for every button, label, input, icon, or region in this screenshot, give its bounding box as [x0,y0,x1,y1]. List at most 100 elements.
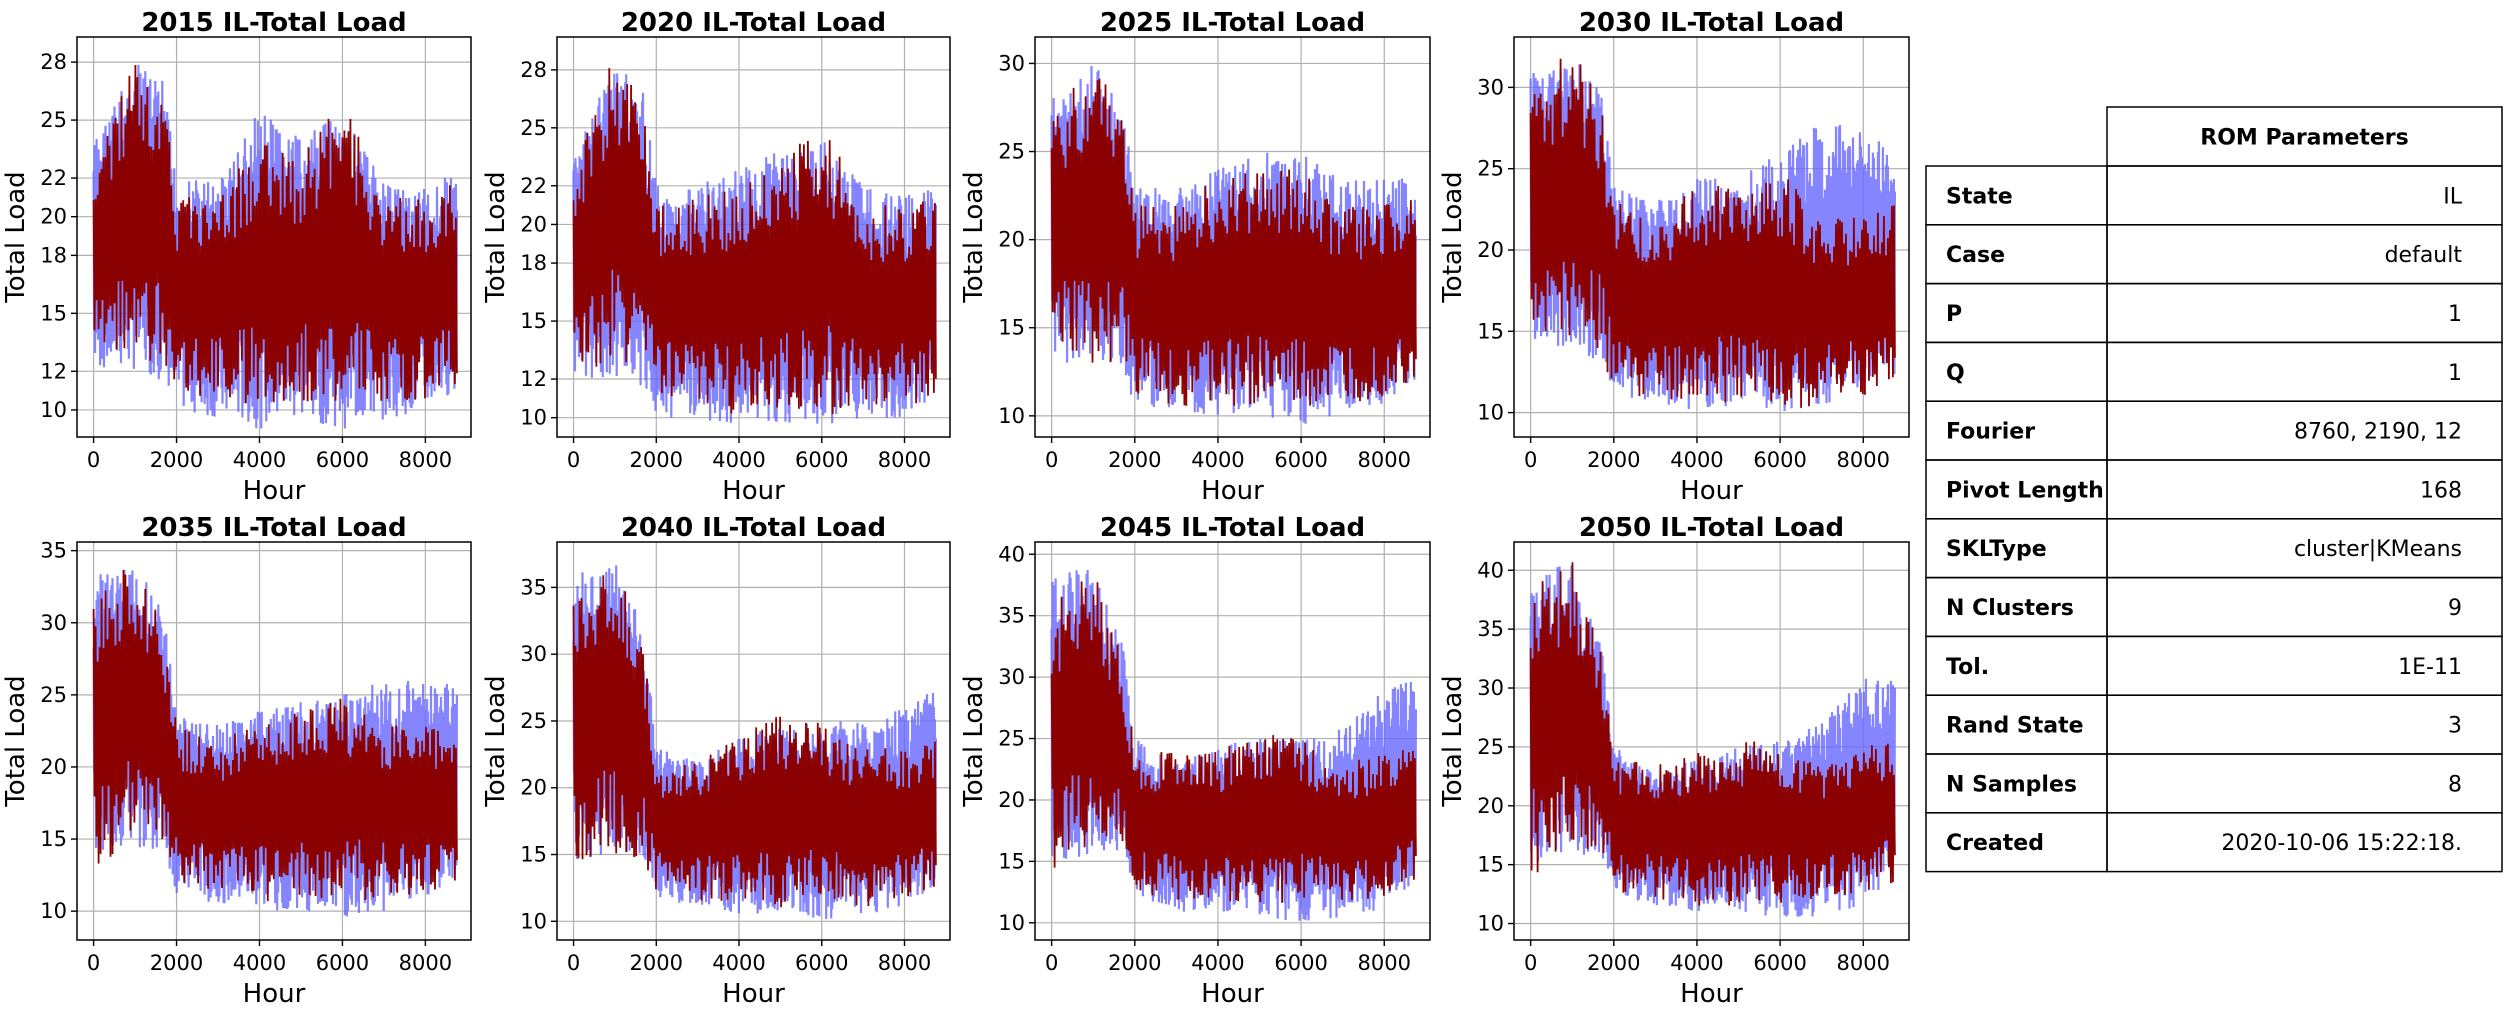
table-row-value: IL [2443,184,2462,209]
table-row-value: 2020-10-06 15:22:18. [2221,831,2462,856]
x-tick-label: 8000 [878,448,931,472]
y-tick-label: 35 [520,575,547,599]
table-row-value: default [2385,243,2463,268]
table-row: Pivot Length 168 [1925,459,2503,520]
sample-series-line [92,64,458,404]
y-tick-label: 30 [998,51,1025,75]
table-row: Rand State 3 [1925,694,2503,755]
y-tick-label: 10 [520,909,547,933]
table-row-key: P [1946,302,1962,327]
table-row-value: cluster|KMeans [2294,537,2462,562]
table-row: Case default [1925,224,2503,285]
x-tick-label: 6000 [1274,951,1327,975]
y-axis-label: Total Load [959,675,989,807]
sample-series-line [572,68,937,415]
x-axis-label: Hour [722,476,785,506]
y-tick-label: 30 [1477,676,1504,700]
y-tick-label: 15 [40,301,67,325]
table-row: State IL [1925,165,2503,226]
y-tick-label: 20 [520,776,547,800]
x-tick-label: 6000 [1753,448,1806,472]
chart-panel-4: 0 2000 4000 6000 8000 10 15 20 25 30 35 2035 IL-Tot… [1,513,472,1009]
y-tick-label: 18 [40,243,67,267]
chart-panel-1: 0 2000 4000 6000 8000 10 12 15 18 20 22 25 28 2020 IL… [481,8,951,506]
y-tick-label: 15 [998,316,1025,340]
table-row: Created 2020-10-06 15:22:18. [1925,812,2503,873]
y-axis-label: Total Load [1,171,31,303]
table-row-key: SKLType [1946,537,2047,562]
y-tick-label: 25 [1477,735,1504,759]
y-axis-label: Total Load [1438,171,1468,303]
y-tick-label: 10 [520,406,547,430]
sample-series-line [1050,78,1417,406]
table-row: Fourier 8760, 2190, 12 [1925,400,2503,461]
x-tick-label: 8000 [399,448,452,472]
table-row-key: N Samples [1946,772,2077,797]
table-row-key: N Clusters [1946,596,2074,621]
y-tick-label: 10 [40,398,67,422]
y-tick-label: 10 [1477,912,1504,936]
table-value-cell [2106,812,2503,873]
y-tick-label: 30 [520,642,547,666]
x-axis-label: Hour [1201,476,1264,506]
chart-title: 2020 IL-Total Load [621,8,886,38]
y-tick-label: 25 [40,108,67,132]
table-row-key: Fourier [1946,420,2035,445]
y-axis-label: Total Load [959,171,989,303]
y-tick-label: 25 [40,683,67,707]
x-tick-label: 0 [1524,951,1537,975]
y-tick-label: 12 [520,367,547,391]
y-axis-label: Total Load [1,675,31,807]
chart-title: 2050 IL-Total Load [1579,513,1844,543]
y-tick-label: 25 [520,709,547,733]
x-tick-label: 4000 [712,951,765,975]
x-tick-label: 2000 [1587,951,1640,975]
table-row-value: 1 [2448,302,2462,327]
sample-series-line [1529,562,1896,906]
y-tick-label: 22 [520,174,547,198]
y-tick-label: 28 [40,50,67,74]
table-row-key: Pivot Length [1946,478,2104,503]
x-axis-label: Hour [243,476,306,506]
sample-series-line [92,569,458,902]
x-tick-label: 0 [1045,448,1058,472]
table-row: Tol. 1E-11 [1925,635,2503,696]
y-tick-label: 20 [998,228,1025,252]
x-tick-label: 4000 [1670,448,1723,472]
x-tick-label: 4000 [233,951,286,975]
chart-panel-0: 0 2000 4000 6000 8000 10 12 15 18 20 22 25 28 2015 IL… [1,8,472,506]
table-row-value: 9 [2448,596,2462,621]
x-tick-label: 4000 [1670,951,1723,975]
x-tick-label: 0 [1045,951,1058,975]
x-tick-label: 4000 [712,448,765,472]
table-row-value: 1E-11 [2398,655,2462,680]
table-row-key: Tol. [1946,655,1989,680]
x-tick-label: 8000 [878,951,931,975]
y-tick-label: 15 [520,309,547,333]
chart-panel-6: 0 2000 4000 6000 8000 10 15 20 25 30 35 40 2045 IL-T… [959,513,1431,1009]
y-tick-label: 12 [40,359,67,383]
x-tick-label: 2000 [1108,951,1161,975]
x-tick-label: 8000 [1837,951,1890,975]
axes-frame [556,36,951,438]
table-value-cell [2106,282,2503,344]
x-tick-label: 6000 [316,951,369,975]
table-row: SKLType cluster|KMeans [1925,518,2503,579]
x-tick-label: 8000 [399,951,452,975]
axes-frame [76,36,472,438]
y-tick-label: 18 [520,251,547,275]
chart-panel-2: 0 2000 4000 6000 8000 10 15 20 25 30 2025 IL-Total… [959,8,1431,506]
table-value-cell [2106,694,2503,755]
x-tick-label: 6000 [795,448,848,472]
x-tick-label: 6000 [795,951,848,975]
y-tick-label: 15 [520,843,547,867]
chart-title: 2035 IL-Total Load [141,513,406,543]
chart-title: 2030 IL-Total Load [1579,8,1844,38]
y-tick-label: 20 [1477,794,1504,818]
sample-series-line [1529,58,1896,408]
x-tick-label: 0 [87,951,100,975]
table-row-key: State [1946,184,2013,209]
